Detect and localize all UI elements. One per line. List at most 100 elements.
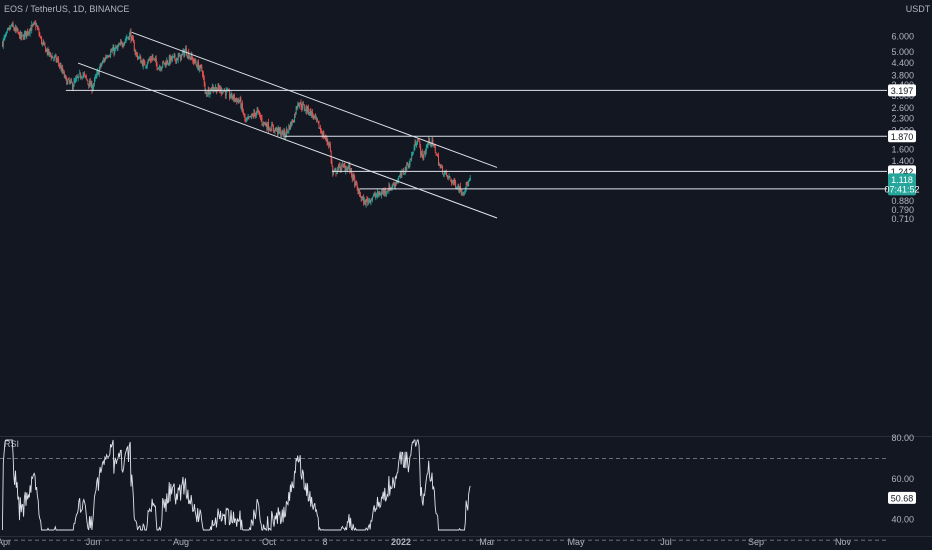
candle-body bbox=[154, 58, 156, 60]
candle-body bbox=[195, 62, 197, 65]
candle-body bbox=[339, 165, 341, 171]
candle-body bbox=[206, 91, 208, 95]
candle-body bbox=[23, 35, 25, 40]
candle-body bbox=[54, 55, 56, 57]
candle-body bbox=[147, 59, 149, 64]
candle-body bbox=[65, 75, 67, 78]
candle-body bbox=[123, 44, 125, 47]
candle-body bbox=[312, 115, 314, 118]
candle-body bbox=[185, 48, 187, 56]
candle-body bbox=[180, 55, 182, 60]
candle-body bbox=[330, 150, 332, 162]
candle-body bbox=[156, 62, 158, 69]
current-price-tag bbox=[888, 173, 916, 196]
candle-body bbox=[99, 64, 101, 68]
candle-body bbox=[315, 114, 317, 119]
candle-body bbox=[431, 140, 433, 145]
candle-body bbox=[24, 31, 26, 34]
candle-body bbox=[393, 184, 395, 186]
candle-body bbox=[179, 54, 181, 57]
candle-body bbox=[119, 44, 121, 45]
candle-body bbox=[44, 42, 46, 46]
candle-body bbox=[133, 42, 135, 52]
candle-body bbox=[3, 37, 5, 40]
candle-body bbox=[297, 104, 299, 108]
candle-body bbox=[272, 124, 274, 127]
candle-body bbox=[10, 25, 12, 29]
candle-body bbox=[303, 105, 305, 110]
candle-body bbox=[102, 61, 104, 64]
candle-body bbox=[398, 177, 400, 181]
level-price-tag-label: 3.197 bbox=[891, 86, 914, 96]
candle-body bbox=[214, 89, 216, 90]
candle-body bbox=[303, 103, 304, 105]
candle-body bbox=[306, 107, 308, 112]
candle-body bbox=[348, 164, 350, 168]
candle-body bbox=[349, 164, 351, 172]
candle-body bbox=[263, 121, 265, 125]
candle-body bbox=[224, 90, 226, 92]
candle-body bbox=[418, 140, 420, 142]
candle-body bbox=[316, 118, 318, 120]
candle-body bbox=[32, 24, 34, 26]
candle-body bbox=[84, 73, 86, 75]
candle-body bbox=[381, 192, 383, 196]
candle-body bbox=[343, 165, 345, 167]
candle-body bbox=[290, 122, 292, 126]
candle-body bbox=[144, 61, 146, 67]
candle-body bbox=[189, 57, 191, 59]
candle-body bbox=[39, 34, 41, 37]
candle-body bbox=[64, 75, 66, 77]
candle-body bbox=[112, 47, 114, 51]
candle-body bbox=[131, 36, 133, 42]
candle-body bbox=[258, 111, 260, 113]
candle-body bbox=[205, 91, 207, 93]
candle-body bbox=[311, 111, 313, 116]
candle-body bbox=[69, 81, 71, 83]
candle-body bbox=[222, 90, 224, 94]
candle-body bbox=[403, 173, 405, 175]
candle-body bbox=[320, 127, 322, 131]
candle-body bbox=[12, 22, 14, 27]
candle-body bbox=[50, 52, 51, 56]
candle-body bbox=[193, 61, 195, 62]
candle-body bbox=[408, 164, 409, 168]
candle-body bbox=[146, 65, 147, 67]
candle-body bbox=[447, 176, 449, 178]
candle-body bbox=[347, 167, 348, 171]
candle-body bbox=[416, 140, 418, 144]
candle-body bbox=[405, 167, 407, 171]
candle-body bbox=[434, 144, 435, 146]
level-price-tag bbox=[888, 130, 916, 143]
candle-body bbox=[4, 35, 6, 38]
candle-body bbox=[196, 65, 198, 68]
candle-body bbox=[142, 61, 143, 67]
candle-body bbox=[219, 88, 221, 91]
candle-body bbox=[51, 56, 53, 59]
candle-body bbox=[208, 88, 210, 94]
candle-body bbox=[135, 52, 137, 54]
candle-body bbox=[278, 127, 280, 131]
candle-body bbox=[63, 72, 65, 78]
candle-body bbox=[255, 113, 256, 116]
candle-body bbox=[170, 55, 172, 63]
candle-body bbox=[116, 46, 118, 49]
candle-body bbox=[15, 27, 17, 31]
candle-body bbox=[111, 50, 113, 52]
candle-body bbox=[151, 56, 153, 60]
candle-body bbox=[171, 56, 173, 60]
candle-body bbox=[250, 115, 252, 118]
candle-body bbox=[197, 62, 199, 68]
candle-body bbox=[42, 42, 44, 43]
price-tick-label: 2.600 bbox=[891, 103, 914, 113]
candle-body bbox=[359, 189, 361, 195]
current-price-value: 1.118 bbox=[891, 175, 913, 185]
candle-body bbox=[412, 151, 413, 156]
candle-body bbox=[37, 26, 38, 29]
candle-body bbox=[379, 193, 381, 196]
trendline-upper-channel bbox=[131, 31, 498, 168]
candle-body bbox=[86, 78, 88, 81]
candle-body bbox=[172, 56, 174, 57]
candle-body bbox=[63, 71, 65, 73]
